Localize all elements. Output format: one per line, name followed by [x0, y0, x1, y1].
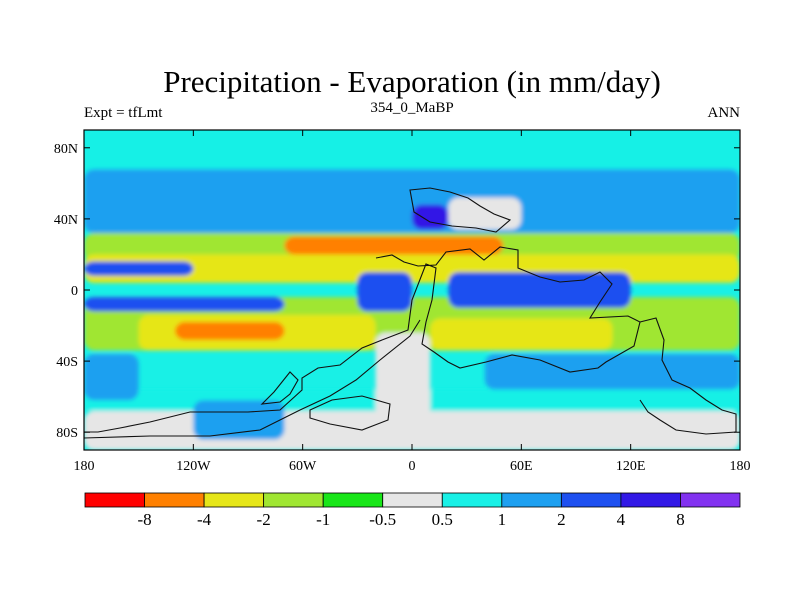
- colorbar-swatch: [501, 492, 562, 508]
- x-tick-label: 180: [730, 459, 751, 474]
- colorbar-label: 0.5: [432, 510, 453, 529]
- colorbar-swatch: [203, 492, 265, 508]
- chart-title: Precipitation - Evaporation (in mm/day): [163, 64, 661, 99]
- field-region: [448, 197, 522, 230]
- y-tick-label: 80N: [54, 142, 78, 157]
- field-region: [175, 322, 285, 340]
- colorbar-label: 4: [617, 510, 626, 529]
- field-region: [84, 261, 194, 276]
- field-region: [484, 354, 740, 390]
- x-tick-label: 60W: [289, 459, 317, 474]
- x-tick-label: 180: [74, 459, 95, 474]
- coastline-north-block: [409, 187, 512, 233]
- x-tick-label: 120W: [176, 459, 211, 474]
- coastline-south-lobe: [309, 395, 391, 431]
- colorbar: -8 -4 -2 -1 -0.5 0.5 1 2 4 8: [84, 492, 741, 529]
- experiment-label: Expt = tfLmt: [84, 105, 163, 121]
- colorbar-swatch: [263, 492, 324, 508]
- colorbar-label: -8: [137, 510, 151, 529]
- y-tick-label: 40N: [54, 213, 78, 228]
- colorbar-label: 8: [676, 510, 685, 529]
- colorbar-label: -1: [316, 510, 330, 529]
- colorbar-label: 2: [557, 510, 566, 529]
- axis-ticks: [83, 130, 741, 450]
- y-tick-label: 80S: [56, 426, 78, 441]
- coastline-west-ridge: [260, 371, 299, 405]
- colorbar-swatch: [441, 492, 503, 508]
- x-tick-label: 120E: [616, 459, 646, 474]
- y-tick-label: 0: [71, 284, 78, 299]
- field-region: [412, 204, 449, 230]
- colorbar-label: -4: [197, 510, 212, 529]
- x-tick-label: 0: [409, 459, 416, 474]
- y-tick-label: 40S: [56, 355, 78, 370]
- field-region: [430, 318, 613, 351]
- field-region: [375, 332, 431, 426]
- colorbar-label: 1: [498, 510, 507, 529]
- field-region: [448, 272, 631, 308]
- field-region: [284, 236, 504, 255]
- coastline-south-east: [639, 317, 737, 435]
- map-field: [84, 130, 740, 450]
- colorbar-label: -2: [257, 510, 271, 529]
- colorbar-swatch: [680, 492, 741, 508]
- colorbar-swatch: [620, 492, 681, 508]
- field-region: [357, 272, 412, 312]
- period-label: 354_0_MaBP: [370, 100, 453, 116]
- axis-tick-labels: 180 120W 60W 0 60E 120E 180 80N 40N 0 40S 80S: [54, 142, 751, 474]
- field-region: [84, 354, 139, 401]
- field-region: [84, 297, 285, 312]
- x-tick-label: 60E: [510, 459, 533, 474]
- colorbar-swatch: [322, 492, 384, 508]
- season-label: ANN: [708, 105, 741, 121]
- colorbar-swatch: [84, 492, 145, 508]
- colorbar-swatch: [560, 492, 622, 508]
- field-region: [193, 400, 285, 440]
- colorbar-swatch: [382, 492, 443, 508]
- colorbar-label: -0.5: [369, 510, 396, 529]
- colorbar-swatch: [144, 492, 205, 508]
